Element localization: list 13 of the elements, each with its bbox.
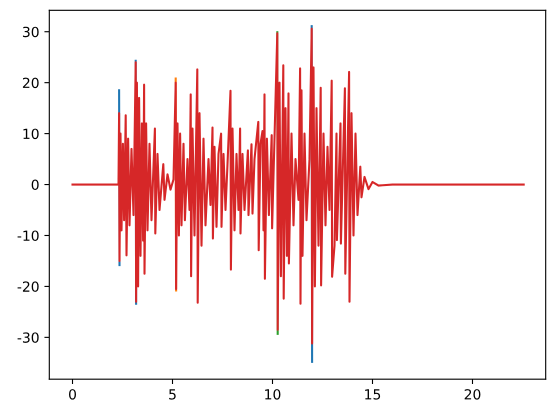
y-tick-label: 0 [32,180,39,190]
x-tick-label: 15 [365,389,380,400]
line-series [71,28,525,345]
y-tick-label: 10 [23,128,39,140]
y-tick-label: -10 [18,230,39,241]
x-tick-label: 10 [265,389,280,400]
y-tick-label: -20 [18,281,39,292]
x-tick-label: 0 [69,389,76,400]
y-tick-label: 30 [22,26,39,38]
x-tick-label: 20 [464,389,480,400]
y-tick-label: 20 [22,78,39,88]
x-tick-label: 5 [169,389,176,400]
y-tick-label: -30 [18,332,39,343]
